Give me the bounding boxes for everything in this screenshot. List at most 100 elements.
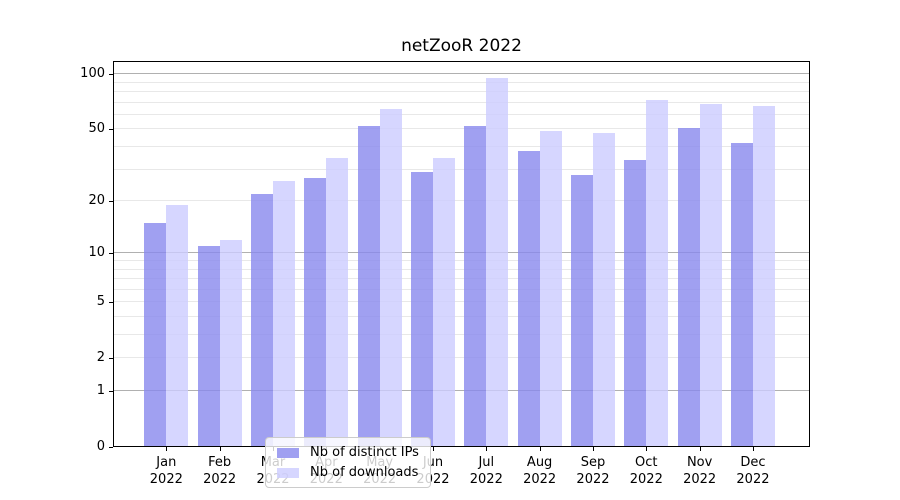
x-tick-label-month-jan: Jan [156, 455, 177, 470]
bar-distinct-ips-mar [250, 193, 273, 447]
bar-downloads-oct [646, 100, 669, 447]
bar-distinct-ips-oct [624, 159, 647, 447]
x-tick-label-jan: Jan 2022 [134, 454, 198, 488]
y-tick-label-5: 5 [96, 294, 105, 310]
x-tick-label-sep: Sep 2022 [561, 454, 625, 488]
bar-distinct-ips-sep [570, 175, 593, 447]
x-tick-label-month-jul: Jul [478, 455, 495, 470]
chart-title: netZooR 2022 [401, 36, 522, 56]
x-tick-mark-aug [539, 447, 541, 451]
gridline-minor-30 [113, 168, 810, 170]
x-tick-mark-dec [752, 447, 754, 451]
gridline-minor-7 [113, 278, 810, 280]
x-tick-label-month-aug: Aug [526, 455, 553, 470]
x-tick-label-year-nov: 2022 [683, 472, 717, 487]
x-tick-label-month-feb: Feb [208, 455, 232, 470]
bar-distinct-ips-feb [197, 246, 220, 447]
bar-downloads-nov [699, 103, 722, 447]
y-tick-mark-0 [109, 447, 113, 448]
legend-label-downloads: Nb of downloads [310, 465, 419, 480]
gridline-minor-60 [113, 113, 810, 115]
gridline-minor-4 [113, 316, 810, 317]
bar-distinct-ips-nov [677, 127, 700, 447]
y-tick-label-2: 2 [96, 350, 105, 366]
x-tick-label-month-dec: Dec [740, 455, 766, 470]
gridline-minor-50 [113, 128, 810, 130]
gridline-minor-20 [113, 200, 810, 202]
x-tick-label-year-jul: 2022 [469, 472, 503, 487]
gridline-major-1 [113, 390, 810, 392]
x-tick-label-year-oct: 2022 [629, 472, 663, 487]
x-tick-label-year-sep: 2022 [576, 472, 610, 487]
x-tick-label-year-aug: 2022 [523, 472, 557, 487]
legend-item-downloads: Nb of downloads [277, 465, 419, 480]
x-tick-label-year-dec: 2022 [736, 472, 770, 487]
bar-downloads-jun [432, 157, 455, 447]
bar-downloads-mar [272, 180, 295, 447]
bar-distinct-ips-jun [410, 172, 433, 447]
gridline-minor-8 [113, 268, 810, 270]
bar-distinct-ips-jan [144, 223, 167, 447]
legend-swatch-ips-icon [277, 447, 299, 458]
bar-downloads-apr [326, 157, 349, 447]
y-tick-mark-20 [109, 201, 113, 203]
gridline-minor-9 [113, 260, 810, 261]
bar-downloads-jan [166, 205, 189, 447]
legend: Nb of distinct IPs Nb of downloads [265, 437, 431, 488]
x-tick-label-oct: Oct 2022 [614, 454, 678, 488]
bar-downloads-jul [486, 78, 509, 447]
y-tick-mark-2 [109, 358, 113, 360]
y-tick-mark-100 [109, 74, 113, 76]
y-tick-label-100: 100 [80, 66, 105, 82]
x-tick-label-feb: Feb 2022 [188, 454, 252, 488]
bar-downloads-sep [592, 132, 615, 447]
x-tick-label-year-feb: 2022 [203, 472, 237, 487]
y-tick-label-0: 0 [96, 439, 105, 454]
x-tick-mark-oct [646, 447, 648, 451]
gridline-major-100 [113, 73, 810, 75]
y-tick-mark-50 [109, 129, 113, 131]
legend-swatch-downloads-icon [277, 467, 299, 478]
bar-distinct-ips-may [357, 126, 380, 447]
x-tick-mark-feb [219, 447, 221, 451]
bar-distinct-ips-jul [464, 126, 487, 447]
y-tick-mark-5 [109, 302, 113, 304]
gridline-minor-40 [113, 146, 810, 148]
bar-downloads-dec [752, 106, 775, 447]
gridline-minor-2 [113, 357, 810, 359]
bar-distinct-ips-aug [517, 151, 540, 447]
x-tick-label-jul: Jul 2022 [454, 454, 518, 488]
gridline-minor-90 [113, 81, 810, 83]
gridline-minor-6 [113, 288, 810, 290]
bar-downloads-feb [219, 239, 242, 447]
x-tick-label-month-sep: Sep [580, 455, 606, 470]
x-tick-mark-sep [592, 447, 594, 451]
legend-label-distinct-ips: Nb of distinct IPs [310, 445, 419, 460]
x-tick-mark-jul [486, 447, 488, 451]
y-tick-mark-1 [109, 391, 113, 392]
legend-item-distinct-ips: Nb of distinct IPs [277, 445, 419, 460]
x-tick-label-aug: Aug 2022 [508, 454, 572, 488]
bar-distinct-ips-dec [730, 143, 753, 447]
x-tick-label-year-jan: 2022 [149, 472, 183, 487]
x-tick-mark-jan [166, 447, 168, 451]
gridline-minor-70 [113, 101, 810, 103]
y-tick-mark-10 [109, 253, 113, 255]
y-tick-label-50: 50 [88, 121, 105, 137]
y-tick-label-10: 10 [88, 245, 105, 261]
x-tick-mark-jun [432, 447, 434, 451]
gridline-minor-3 [113, 334, 810, 336]
x-tick-label-nov: Nov 2022 [668, 454, 732, 488]
x-tick-mark-nov [699, 447, 701, 451]
x-tick-label-month-nov: Nov [686, 455, 713, 470]
y-tick-label-1: 1 [96, 383, 105, 398]
bar-distinct-ips-apr [304, 177, 327, 447]
gridline-minor-80 [113, 91, 810, 93]
plot-area [113, 61, 810, 447]
x-tick-label-month-oct: Oct [635, 455, 658, 470]
y-tick-label-20: 20 [88, 193, 105, 209]
x-tick-label-dec: Dec 2022 [721, 454, 785, 488]
bar-downloads-may [379, 108, 402, 447]
gridline-major-10 [113, 252, 810, 254]
